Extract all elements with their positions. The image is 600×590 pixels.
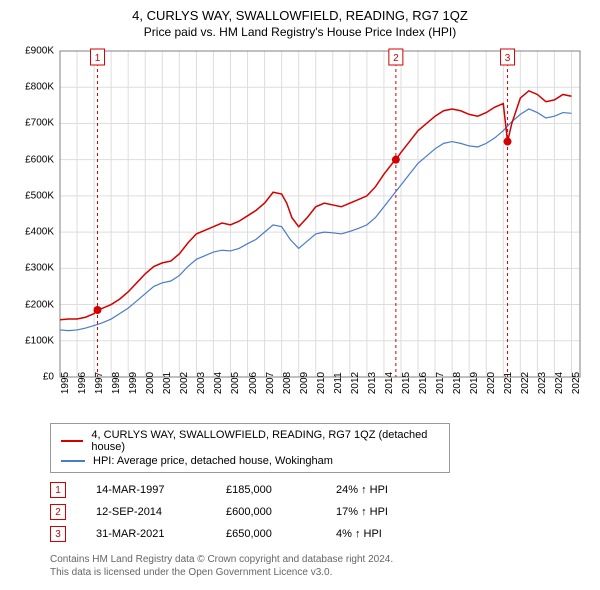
sale-date: 14-MAR-1997 <box>96 484 196 496</box>
attribution-line2: This data is licensed under the Open Gov… <box>50 566 588 579</box>
ytick-label: £200K <box>12 299 54 310</box>
xtick-label: 2017 <box>435 372 446 394</box>
xtick-label: 2009 <box>299 372 310 394</box>
xtick-label: 2025 <box>571 372 582 394</box>
page-subtitle: Price paid vs. HM Land Registry's House … <box>12 25 588 39</box>
svg-text:2: 2 <box>393 53 399 64</box>
sale-price: £185,000 <box>226 484 306 496</box>
legend-row-property: 4, CURLYS WAY, SWALLOWFIELD, READING, RG… <box>61 428 439 454</box>
sale-row: 1 14-MAR-1997 £185,000 24% ↑ HPI <box>50 479 588 501</box>
sale-date: 12-SEP-2014 <box>96 506 196 518</box>
legend-label-property: 4, CURLYS WAY, SWALLOWFIELD, READING, RG… <box>91 429 439 453</box>
xtick-label: 2021 <box>503 372 514 394</box>
sale-delta: 24% ↑ HPI <box>336 484 436 496</box>
sale-delta: 4% ↑ HPI <box>336 528 436 540</box>
sale-marker-icon: 2 <box>50 504 66 520</box>
legend-row-hpi: HPI: Average price, detached house, Woki… <box>61 454 439 468</box>
ytick-label: £400K <box>12 227 54 238</box>
xtick-label: 2010 <box>316 372 327 394</box>
xtick-label: 2024 <box>554 372 565 394</box>
xtick-label: 2000 <box>145 372 156 394</box>
page-title: 4, CURLYS WAY, SWALLOWFIELD, READING, RG… <box>12 8 588 23</box>
xtick-label: 1997 <box>94 372 105 394</box>
xtick-label: 2023 <box>537 372 548 394</box>
xtick-label: 2003 <box>196 372 207 394</box>
sale-date: 31-MAR-2021 <box>96 528 196 540</box>
xtick-label: 2012 <box>350 372 361 394</box>
ytick-label: £100K <box>12 335 54 346</box>
xtick-label: 1996 <box>77 372 88 394</box>
xtick-label: 2007 <box>265 372 276 394</box>
xtick-label: 2015 <box>401 372 412 394</box>
ytick-label: £900K <box>12 46 54 57</box>
ytick-label: £300K <box>12 263 54 274</box>
ytick-label: £500K <box>12 190 54 201</box>
xtick-label: 1999 <box>128 372 139 394</box>
legend-swatch-property <box>61 440 83 442</box>
legend-swatch-hpi <box>61 460 85 462</box>
xtick-label: 2004 <box>213 372 224 394</box>
ytick-label: £0 <box>12 372 54 383</box>
xtick-label: 2020 <box>486 372 497 394</box>
xtick-label: 2011 <box>333 372 344 394</box>
sale-marker-icon: 3 <box>50 526 66 542</box>
xtick-label: 2014 <box>384 372 395 394</box>
xtick-label: 2008 <box>282 372 293 394</box>
xtick-label: 2006 <box>248 372 259 394</box>
sale-marker-icon: 1 <box>50 482 66 498</box>
attribution: Contains HM Land Registry data © Crown c… <box>50 553 588 579</box>
ytick-label: £600K <box>12 154 54 165</box>
ytick-label: £700K <box>12 118 54 129</box>
xtick-label: 2019 <box>469 372 480 394</box>
svg-text:1: 1 <box>95 53 101 64</box>
xtick-label: 2018 <box>452 372 463 394</box>
ytick-label: £800K <box>12 82 54 93</box>
legend-label-hpi: HPI: Average price, detached house, Woki… <box>93 455 333 467</box>
xtick-label: 2002 <box>179 372 190 394</box>
xtick-label: 2022 <box>520 372 531 394</box>
sale-row: 3 31-MAR-2021 £650,000 4% ↑ HPI <box>50 523 588 545</box>
sale-row: 2 12-SEP-2014 £600,000 17% ↑ HPI <box>50 501 588 523</box>
price-chart: 1 2 3 £0 £100K £200K £300K £400K £500K £600K £700… <box>12 45 588 415</box>
xtick-label: 2013 <box>367 372 378 394</box>
xtick-label: 1998 <box>111 372 122 394</box>
sale-price: £650,000 <box>226 528 306 540</box>
xtick-label: 1995 <box>60 372 71 394</box>
sale-price: £600,000 <box>226 506 306 518</box>
xtick-label: 2001 <box>162 372 173 394</box>
svg-text:3: 3 <box>505 53 511 64</box>
xtick-label: 2005 <box>230 372 241 394</box>
legend: 4, CURLYS WAY, SWALLOWFIELD, READING, RG… <box>50 423 450 473</box>
sale-delta: 17% ↑ HPI <box>336 506 436 518</box>
attribution-line1: Contains HM Land Registry data © Crown c… <box>50 553 588 566</box>
xtick-label: 2016 <box>418 372 429 394</box>
